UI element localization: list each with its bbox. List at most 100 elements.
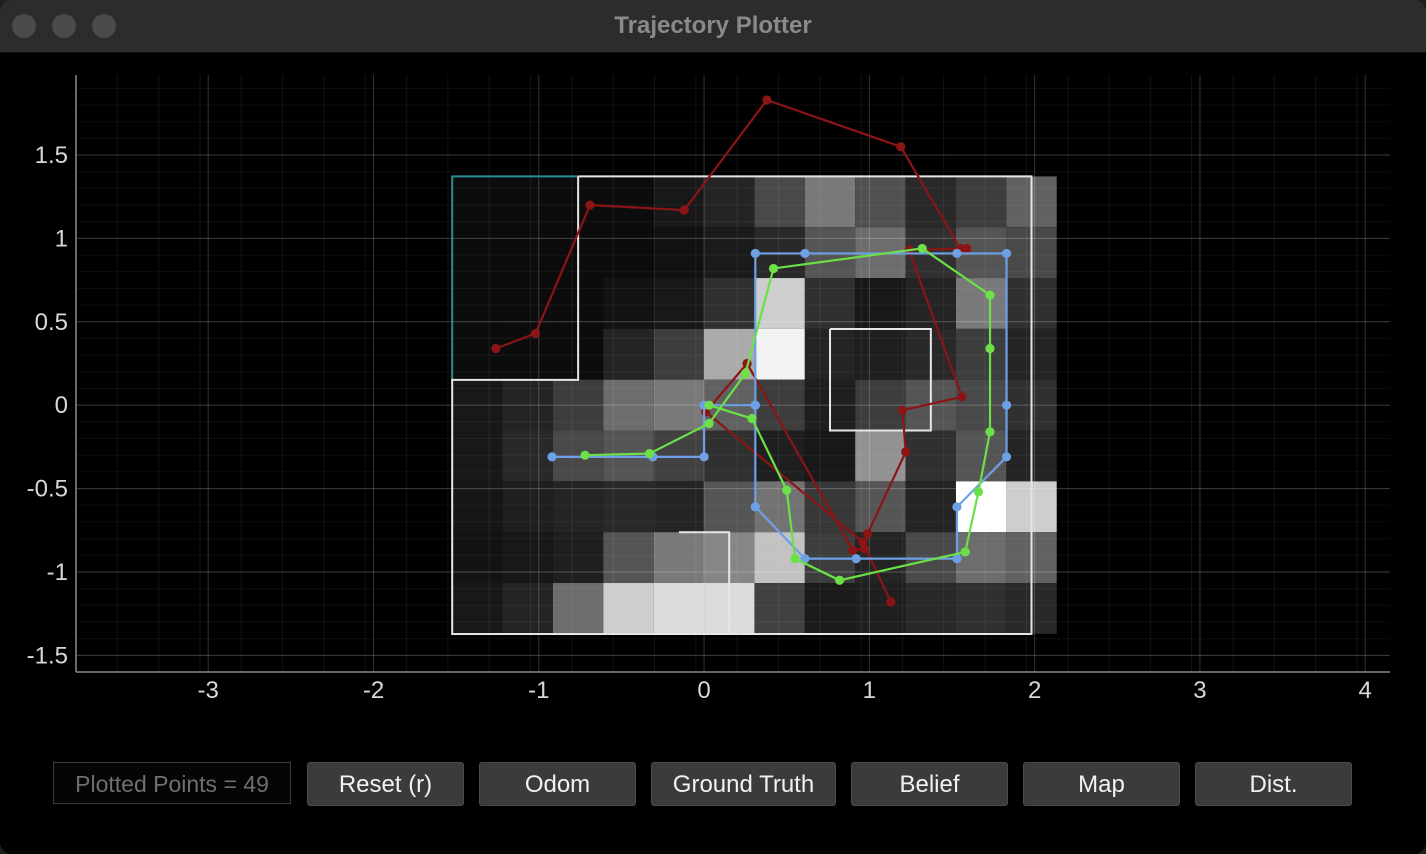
grid-cell (704, 176, 755, 228)
odom-point (530, 328, 541, 339)
grid-cell (452, 227, 503, 279)
grid-cell (452, 481, 503, 533)
grid-cell (804, 481, 856, 533)
belief-point (851, 554, 861, 564)
grid-cell (502, 532, 553, 584)
belief-button[interactable]: Belief (851, 762, 1008, 806)
grid-cell (653, 481, 705, 533)
x-tick-label: 4 (1359, 677, 1372, 704)
belief-point (1001, 248, 1012, 259)
grid-cell (855, 278, 906, 329)
grid-cell (653, 278, 705, 329)
start-cell-outline (451, 175, 579, 380)
grid-cell (955, 379, 1007, 431)
grid-cell (452, 532, 503, 584)
grid-cell (552, 532, 604, 584)
grid-cell (704, 481, 755, 533)
x-tick-label: 0 (697, 677, 710, 704)
belief-point (952, 248, 962, 259)
x-tick-label: 2 (1028, 677, 1041, 704)
grid-cell (905, 278, 956, 329)
odom-point (896, 142, 906, 152)
odom-point (858, 537, 868, 547)
belief-point (547, 452, 557, 462)
belief-point (1001, 452, 1012, 462)
x-tick-label: -2 (363, 677, 384, 704)
grid-lines (75, 75, 1390, 672)
x-tick-label: 3 (1193, 677, 1206, 704)
grid-cell (653, 583, 705, 634)
y-tick-label: 1 (55, 225, 68, 252)
reset-button[interactable]: Reset (r) (307, 762, 464, 806)
minimize-window-icon[interactable] (52, 14, 76, 38)
grid-cell (603, 481, 654, 533)
odom-point (897, 405, 908, 415)
odom-button[interactable]: Odom (479, 762, 636, 806)
grid-cell (855, 583, 906, 634)
ground-truth-point (644, 448, 655, 459)
grid-cell (855, 176, 906, 228)
grid-cell (552, 379, 604, 431)
grid-cell (502, 227, 553, 279)
ground-truth-point (985, 343, 995, 354)
grid-cell (955, 583, 1007, 634)
odom-point (848, 545, 858, 555)
belief-point (952, 554, 962, 564)
grid-cell (804, 278, 856, 329)
occupancy-grid (452, 176, 1057, 634)
ground-truth-point (790, 554, 800, 564)
odom-point (679, 205, 689, 215)
ground-truth-line (585, 247, 992, 582)
grid-cell (603, 379, 654, 431)
ground-truth-point (747, 413, 757, 424)
ground-truth-point (985, 427, 995, 437)
dist-button[interactable]: Dist. (1195, 762, 1352, 806)
zoom-window-icon[interactable] (92, 14, 116, 38)
grid-cell (704, 278, 755, 329)
grid-cell (653, 176, 705, 228)
grid-cell (452, 583, 503, 634)
grid-cell (905, 583, 956, 634)
x-tick-label: -1 (528, 677, 549, 704)
grid-cell (603, 583, 654, 634)
grid-cell (704, 227, 755, 279)
grid-cell (603, 328, 654, 380)
grid-cell (955, 278, 1007, 329)
y-tick-label: 0.5 (35, 309, 68, 336)
close-window-icon[interactable] (12, 14, 36, 38)
belief-point (1001, 400, 1012, 410)
title-bar: Trajectory Plotter (0, 0, 1426, 53)
ground-truth-point (740, 368, 750, 379)
grid-cell (502, 278, 553, 329)
grid-cell (955, 532, 1007, 584)
odom-point (585, 200, 595, 210)
grid-cell (754, 278, 805, 329)
grid-cell (452, 430, 503, 482)
map-button[interactable]: Map (1023, 762, 1180, 806)
ground-truth-point (704, 400, 714, 410)
ground-truth-point (782, 485, 792, 495)
belief-point (750, 502, 760, 512)
trajectory-series (491, 95, 1012, 607)
grid-cell (804, 430, 856, 482)
grid-cell (502, 481, 553, 533)
belief-point (750, 400, 760, 410)
axes: -3 -2 -1 0 1 2 3 4 1.5 1 0.5 0 -0.5 -1 -1.5 (27, 75, 1390, 704)
grid-cell (754, 583, 805, 634)
x-tick-label: -3 (198, 677, 219, 704)
grid-cell (603, 176, 654, 228)
ground-truth-point (768, 263, 779, 274)
plot-canvas[interactable]: -3 -2 -1 0 1 2 3 4 1.5 1 0.5 0 -0.5 -1 -1.5 (0, 52, 1426, 732)
grid-cell (804, 583, 856, 634)
ground-truth-point (704, 418, 714, 429)
grid-cell (955, 328, 1007, 380)
grid-cell (905, 430, 956, 482)
grid-cell (855, 328, 906, 380)
grid-cell (502, 583, 553, 634)
grid-cell (452, 278, 503, 329)
ground-truth-button[interactable]: Ground Truth (651, 762, 836, 806)
trajectory-plot[interactable]: -3 -2 -1 0 1 2 3 4 1.5 1 0.5 0 -0.5 -1 -1.5 (0, 52, 1426, 732)
map-walls (451, 175, 1033, 635)
y-tick-label: -1.5 (27, 642, 68, 669)
